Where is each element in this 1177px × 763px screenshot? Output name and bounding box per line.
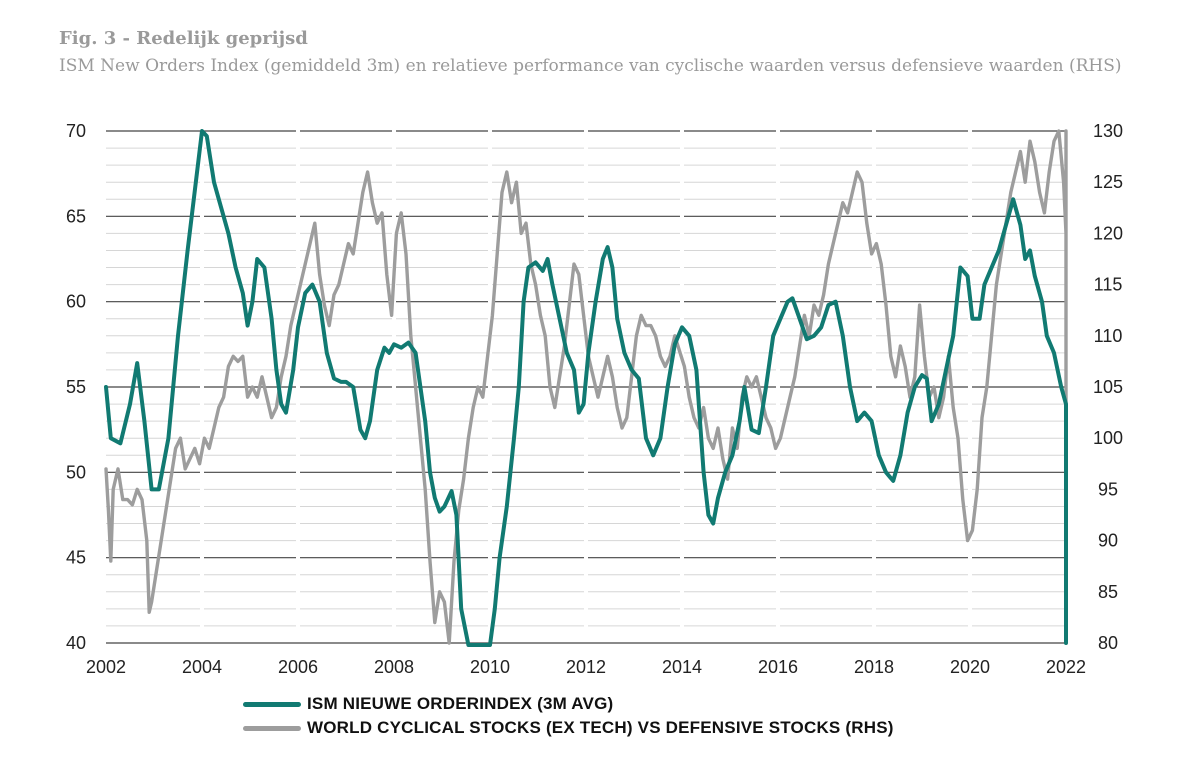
left-axis-ticks: 40 45 50 55 60 65 70 (66, 121, 86, 653)
left-tick-label: 60 (66, 292, 86, 312)
left-tick-label: 50 (66, 462, 86, 482)
left-tick-label: 70 (66, 121, 86, 141)
right-tick-label: 125 (1093, 172, 1123, 192)
x-tick-label: 2010 (470, 657, 510, 677)
x-tick-label: 2002 (86, 657, 126, 677)
x-tick-label: 2018 (854, 657, 894, 677)
right-tick-label: 95 (1098, 479, 1118, 499)
x-tick-label: 2008 (374, 657, 414, 677)
right-tick-label: 115 (1094, 275, 1123, 295)
series-layer (104, 129, 1068, 647)
figure-subtitle: ISM New Orders Index (gemiddeld 3m) en r… (59, 56, 1122, 76)
right-tick-label: 85 (1098, 582, 1118, 602)
left-tick-label: 65 (66, 206, 86, 226)
x-tick-label: 2020 (950, 657, 990, 677)
line-chart: 40 45 50 55 60 65 70 80 85 90 95 100 105 110 115 120 12… (66, 121, 1123, 677)
left-tick-label: 55 (66, 377, 86, 397)
x-axis-ticks: 2002 2004 2006 2008 2010 2012 2014 2016 2018 2020… (86, 657, 1086, 677)
right-tick-label: 100 (1093, 428, 1123, 448)
right-tick-label: 90 (1098, 531, 1118, 551)
right-tick-label: 120 (1093, 223, 1123, 243)
x-tick-label: 2022 (1046, 657, 1086, 677)
right-axis-ticks: 80 85 90 95 100 105 110 115 120 125 130 (1093, 121, 1123, 653)
ism-series-line (104, 129, 1068, 647)
legend-item-cyclicals: WORLD CYCLICAL STOCKS (EX TECH) VS DEFEN… (243, 716, 894, 740)
right-tick-label: 130 (1093, 121, 1123, 141)
legend-label-ism: ISM NIEUWE ORDERINDEX (3M AVG) (307, 694, 614, 713)
legend-swatch-ism (243, 701, 301, 707)
x-tick-label: 2012 (566, 657, 606, 677)
x-tick-label: 2016 (758, 657, 798, 677)
legend-item-ism: ISM NIEUWE ORDERINDEX (3M AVG) (243, 692, 894, 716)
left-tick-label: 45 (66, 548, 86, 568)
x-tick-label: 2004 (182, 657, 222, 677)
cyclicals-series-line (104, 129, 1068, 645)
legend-swatch-cyclicals (243, 725, 301, 731)
right-tick-label: 110 (1094, 326, 1123, 346)
figure-title: Fig. 3 - Redelijk geprijsd (59, 28, 308, 49)
x-tick-label: 2014 (662, 657, 702, 677)
left-tick-label: 40 (66, 633, 86, 653)
legend: ISM NIEUWE ORDERINDEX (3M AVG) WORLD CYC… (243, 692, 894, 740)
x-tick-label: 2006 (278, 657, 318, 677)
right-tick-label: 105 (1093, 377, 1123, 397)
legend-label-cyclicals: WORLD CYCLICAL STOCKS (EX TECH) VS DEFEN… (307, 718, 894, 737)
right-tick-label: 80 (1098, 633, 1118, 653)
